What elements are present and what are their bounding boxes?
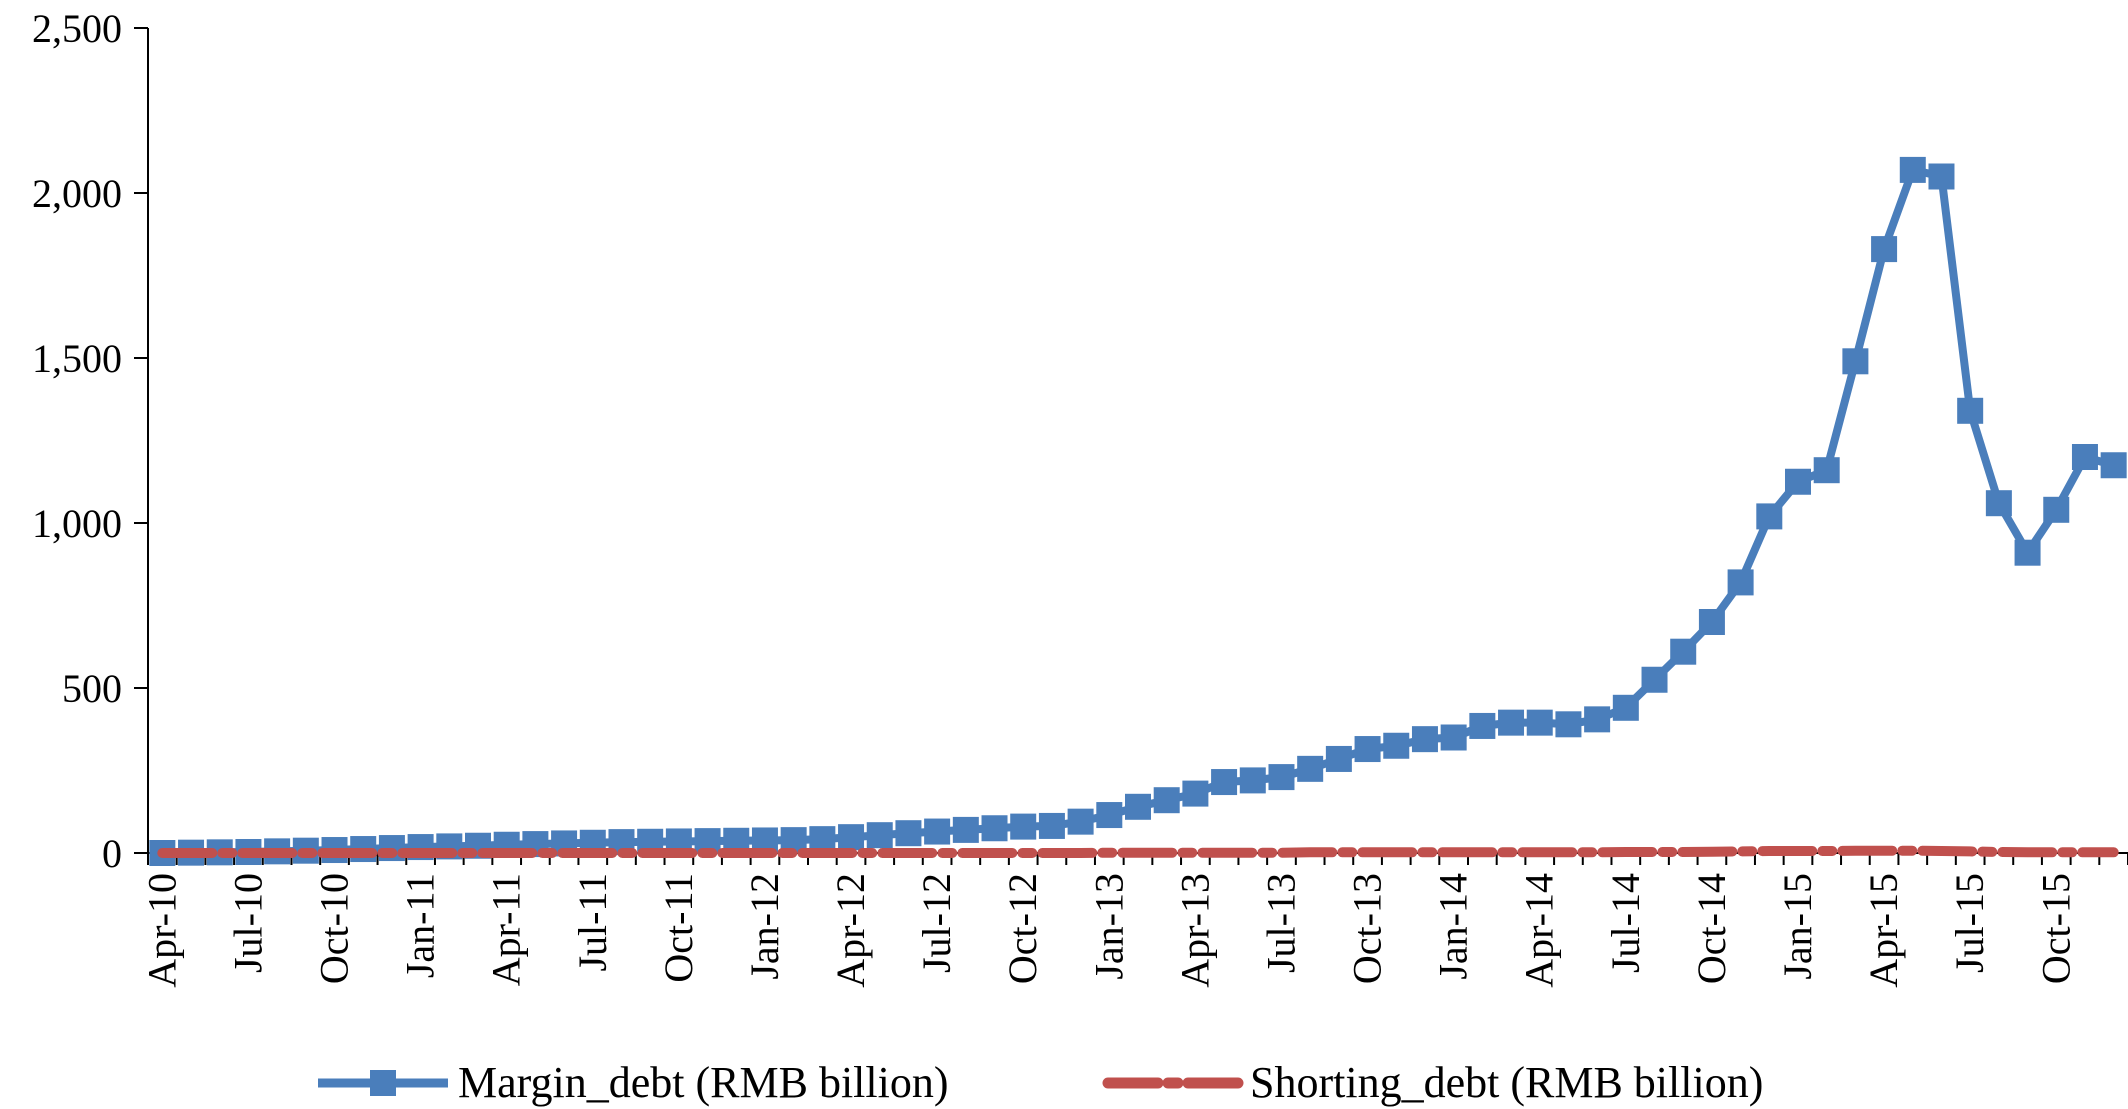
series-layer (149, 156, 2127, 866)
margin-debt-marker (1670, 638, 1697, 665)
shorting-debt-line (157, 845, 2119, 858)
legend-marker-margin-debt (370, 1070, 396, 1096)
margin-debt-marker (1440, 724, 1467, 751)
x-tick-label: Apr-11 (484, 873, 529, 986)
margin-debt-marker (1612, 694, 1639, 721)
margin-debt-marker (1038, 812, 1065, 839)
margin-debt-marker (1297, 755, 1324, 782)
margin-debt-marker (2100, 452, 2127, 479)
margin-debt-marker (1813, 457, 1840, 484)
margin-debt-marker (1125, 793, 1151, 820)
margin-debt-marker (809, 826, 836, 853)
x-tick-label: Oct-13 (1345, 873, 1390, 984)
y-tick-label: 0 (102, 831, 122, 876)
y-tick-label: 1,500 (32, 336, 122, 381)
x-tick-label: Jul-10 (225, 873, 270, 973)
y-tick-label: 1,000 (32, 501, 122, 546)
margin-debt-marker (1211, 769, 1238, 796)
margin-debt-marker (1067, 808, 1094, 835)
margin-debt-marker (1785, 468, 1811, 495)
x-tick-label: Oct-14 (1689, 873, 1734, 984)
margin-debt-marker (952, 816, 979, 843)
x-tick-label: Jan-14 (1431, 873, 1476, 980)
margin-debt-marker (1871, 236, 1898, 263)
margin-debt-marker (1727, 569, 1754, 596)
x-tick-label: Oct-11 (656, 873, 701, 983)
x-tick-label: Jan-11 (398, 873, 443, 978)
margin-debt-marker (1985, 490, 2012, 517)
margin-debt-marker (1842, 348, 1869, 375)
margin-debt-marker (1584, 706, 1611, 733)
margin-debt-marker (1756, 503, 1783, 530)
y-tick-label: 500 (62, 666, 122, 711)
margin-debt-marker (1899, 156, 1926, 183)
x-tick-label: Apr-15 (1861, 873, 1906, 988)
legend: Margin_debt (RMB billion) Shorting_debt … (318, 1058, 1763, 1107)
margin-debt-marker (924, 818, 951, 845)
margin-debt-marker (1411, 726, 1438, 753)
margin-debt-marker (1498, 709, 1525, 736)
margin-debt-marker (1957, 397, 1984, 424)
margin-debt-marker (866, 822, 893, 849)
margin-debt-marker (895, 820, 922, 847)
margin-debt-marker (1641, 666, 1668, 693)
x-tick-label: Jul-13 (1258, 873, 1303, 973)
x-tick-label: Jul-11 (570, 873, 615, 972)
legend-item-shorting-debt: Shorting_debt (RMB billion) (1102, 1058, 1763, 1107)
x-tick-label: Apr-12 (828, 873, 873, 988)
margin-debt-marker (1096, 802, 1123, 829)
x-tick-label: Apr-13 (1172, 873, 1217, 988)
margin-debt-marker (1239, 767, 1266, 794)
margin-debt-marker (981, 815, 1008, 842)
x-tick-label: Jul-12 (914, 873, 959, 973)
margin-debt-marker (1010, 813, 1037, 840)
margin-debt-line (162, 165, 2115, 857)
margin-debt-marker (2043, 496, 2070, 523)
margin-debt-marker (1182, 780, 1209, 807)
legend-label-shorting-debt: Shorting_debt (RMB billion) (1250, 1058, 1763, 1107)
margin-debt-marker (1383, 732, 1410, 759)
x-tick-label: Apr-10 (139, 873, 184, 988)
legend-item-margin-debt: Margin_debt (RMB billion) (318, 1058, 949, 1107)
margin-debt-marker (1268, 764, 1295, 791)
legend-label-margin-debt: Margin_debt (RMB billion) (458, 1058, 949, 1107)
x-tick-label: Jan-13 (1086, 873, 1131, 980)
x-tick-label: Apr-14 (1517, 873, 1562, 988)
margin-debt-marker (2014, 539, 2041, 566)
x-tick-label: Jul-14 (1603, 873, 1648, 973)
margin-debt-marker (2071, 444, 2098, 470)
x-tick-label: Oct-15 (2033, 873, 2078, 984)
x-tick-label: Oct-10 (312, 873, 357, 984)
margin-debt-marker (1526, 709, 1553, 736)
margin-debt-marker (1325, 745, 1352, 772)
margin-debt-marker (838, 824, 865, 851)
margin-debt-marker (1469, 712, 1496, 739)
margin-debt-marker (1153, 787, 1180, 814)
x-tick-label: Jul-15 (1947, 873, 1992, 973)
margin-debt-marker (1928, 163, 1955, 190)
x-tick-label: Oct-12 (1000, 873, 1045, 984)
margin-debt-marker (1555, 711, 1582, 738)
y-tick-label: 2,000 (32, 171, 122, 216)
y-axis: 0 500 1,000 1,500 2,000 2,500 (32, 6, 149, 876)
y-tick-label: 2,500 (32, 6, 122, 51)
margin-debt-marker (1698, 609, 1725, 635)
x-tick-label: Jan-15 (1775, 873, 1820, 980)
margin-debt-marker (1354, 736, 1381, 763)
x-tick-label: Jan-12 (742, 873, 787, 980)
x-axis: Apr-10 Jul-10 Oct-10 Jan-11 Apr-11 Jul-11 Oct-… (139, 852, 2128, 988)
